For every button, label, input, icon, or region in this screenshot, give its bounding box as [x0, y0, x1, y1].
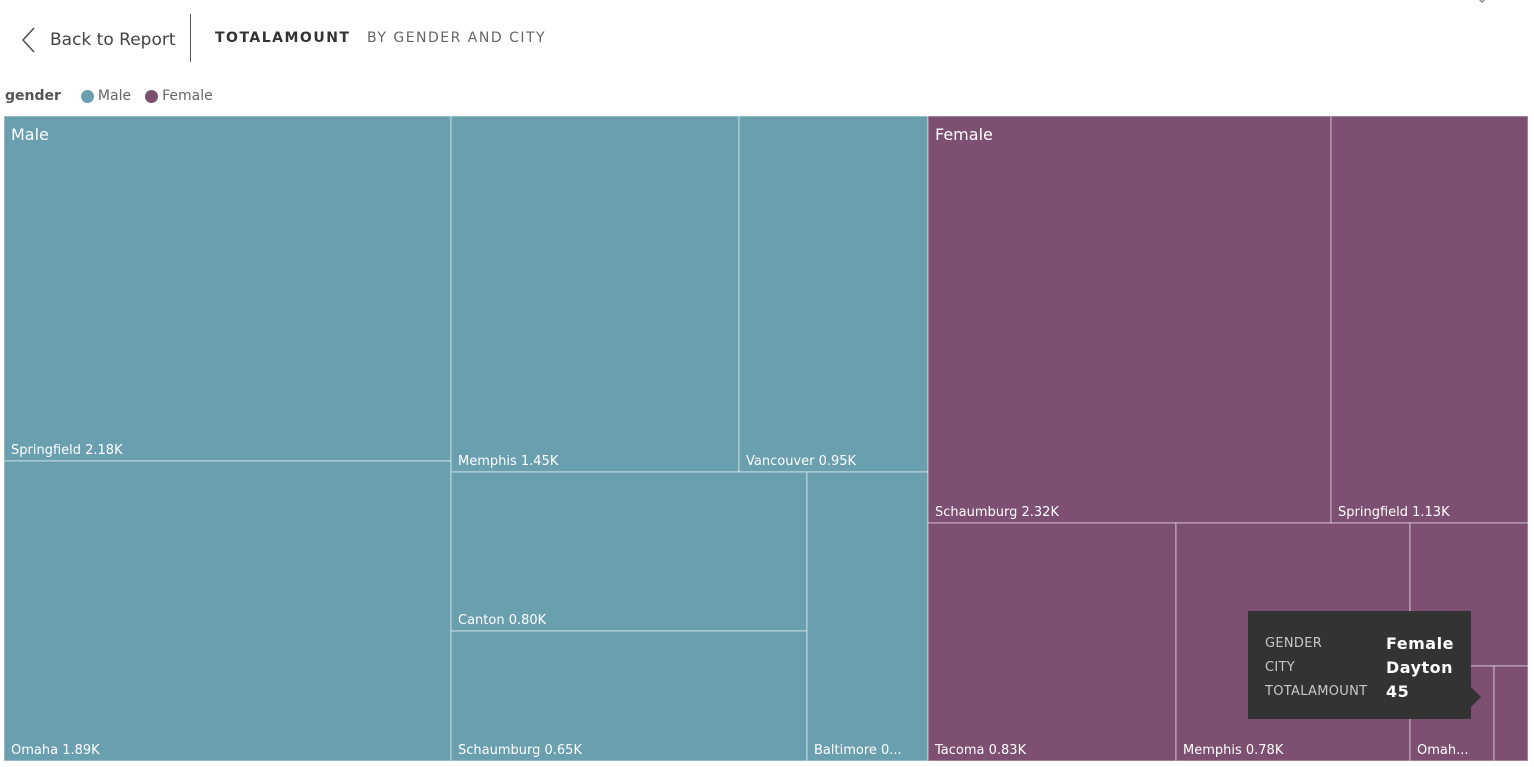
treemap-group-male: Springfield 2.18K Omaha 1.89K Memphis 1.45…	[3, 115, 929, 762]
tooltip-value-totalamount: 45	[1386, 681, 1410, 701]
legend-label-female: Female	[162, 88, 213, 104]
treemap-tile-female-springfield[interactable]	[1330, 115, 1529, 524]
treemap-tile-male-vancouver[interactable]	[738, 115, 929, 473]
treemap-tile-male-omaha[interactable]	[3, 460, 452, 762]
treemap-tile-male-springfield[interactable]	[3, 115, 452, 462]
visual-title: TOTALAMOUNT	[215, 30, 351, 46]
treemap-tile-male-memphis[interactable]	[450, 115, 740, 473]
tooltip-row-gender: GENDER Female	[1265, 633, 1454, 653]
legend-dot-male	[80, 89, 94, 103]
visual-subtitle: BY GENDER AND CITY	[367, 30, 547, 46]
treemap-tile-label: Omah...	[1417, 743, 1469, 758]
treemap-group-label: Female	[935, 125, 993, 144]
treemap-tile-female-schaumburg[interactable]	[927, 115, 1332, 524]
treemap-group-label: Male	[11, 125, 49, 144]
legend-label-male: Male	[97, 88, 132, 104]
treemap-tile-male-schaumburg[interactable]	[450, 630, 808, 762]
tooltip-arrow	[1471, 687, 1481, 707]
treemap-tile-label: Schaumburg 0.65K	[458, 743, 582, 758]
treemap-tile-label: Baltimore 0...	[814, 743, 902, 758]
treemap-tile-label: Springfield 2.18K	[11, 443, 123, 458]
data-tooltip: GENDER Female CITY Dayton TOTALAMOUNT 45	[1248, 611, 1481, 719]
more-options-icon[interactable]	[1472, 0, 1494, 8]
treemap-tile-label: Omaha 1.89K	[11, 743, 100, 758]
treemap-tile-female-tacoma[interactable]	[927, 522, 1177, 762]
tooltip-value-city: Dayton	[1386, 657, 1454, 677]
back-to-report-label: Back to Report	[50, 30, 176, 50]
tooltip-row-totalamount: TOTALAMOUNT 45	[1265, 681, 1409, 701]
legend-title: gender	[5, 88, 61, 104]
treemap-tile-male-baltimore[interactable]	[806, 471, 929, 762]
treemap-tile-label: Vancouver 0.95K	[746, 454, 857, 469]
treemap-tile-label: Memphis 1.45K	[458, 454, 559, 469]
chevron-left-icon	[21, 27, 35, 53]
legend-item-female[interactable]: Female	[145, 88, 213, 104]
header-divider	[190, 14, 191, 62]
tooltip-key-city: CITY	[1265, 659, 1295, 675]
treemap-tile-label: Tacoma 0.83K	[934, 743, 1027, 758]
tooltip-key-totalamount: TOTALAMOUNT	[1265, 683, 1368, 699]
treemap-tile-label: Memphis 0.78K	[1183, 743, 1284, 758]
treemap-tile-label: Springfield 1.13K	[1338, 505, 1450, 520]
treemap-tile-label: Canton 0.80K	[458, 613, 547, 628]
tooltip-value-gender: Female	[1386, 633, 1454, 653]
back-to-report-button[interactable]: Back to Report	[20, 24, 176, 56]
tooltip-row-city: CITY Dayton	[1265, 657, 1453, 677]
legend-item-male[interactable]: Male	[80, 88, 132, 104]
treemap-tile-label: Schaumburg 2.32K	[935, 505, 1059, 520]
treemap-tile-male-canton[interactable]	[450, 471, 808, 632]
visual-header: Back to Report TOTALAMOUNT BY GENDER AND…	[0, 0, 1534, 80]
treemap-tile-female-dayton[interactable]	[1493, 665, 1529, 762]
legend-dot-female	[145, 89, 159, 103]
chart-legend: gender Male Female	[5, 86, 227, 106]
tooltip-key-gender: GENDER	[1265, 635, 1323, 651]
